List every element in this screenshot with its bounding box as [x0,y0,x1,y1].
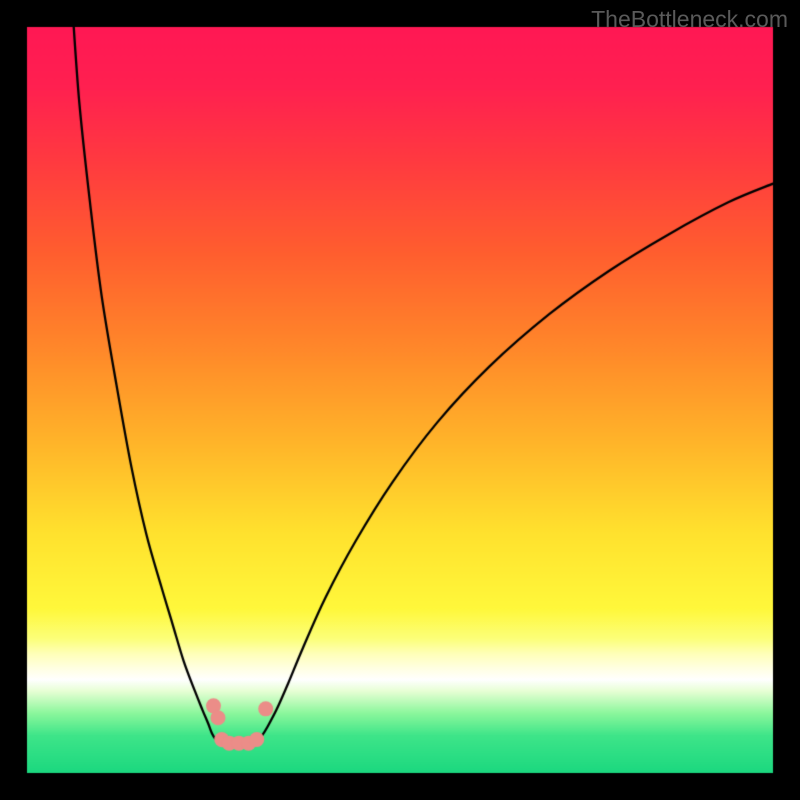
chart-root: { "canvas": { "width": 800, "height": 80… [0,0,800,800]
bottleneck-chart-canvas [0,0,800,800]
